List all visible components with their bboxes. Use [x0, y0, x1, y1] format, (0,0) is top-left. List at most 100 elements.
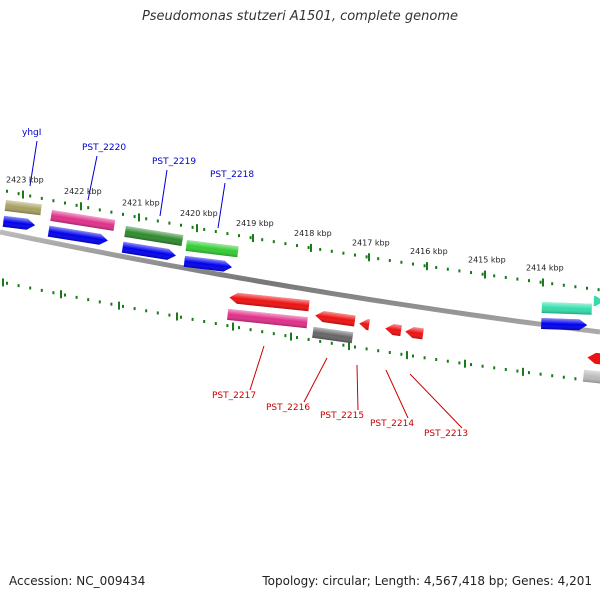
- minor-tick: [354, 253, 356, 257]
- upper-tick-row: [6, 189, 600, 292]
- kbp-tick-label: 2416 kbp: [410, 247, 448, 256]
- minor-tick: [249, 236, 252, 240]
- minor-tick: [330, 249, 333, 253]
- gene-label-reverse: PST_2217: [212, 391, 256, 401]
- minor-tick: [446, 359, 449, 363]
- minor-tick: [307, 338, 310, 342]
- minor-tick: [261, 238, 264, 242]
- gene-cds-shine: [183, 255, 233, 272]
- major-tick-lower: [348, 342, 350, 351]
- minor-tick: [40, 196, 43, 200]
- kbp-tick-label: 2419 kbp: [236, 219, 274, 228]
- minor-tick: [493, 274, 496, 278]
- minor-tick: [562, 283, 565, 287]
- minor-tick: [562, 375, 565, 379]
- gene-feature-shine: [227, 308, 308, 329]
- minor-tick: [180, 223, 182, 227]
- minor-tick: [17, 284, 20, 288]
- reverse-gene-2: [312, 311, 356, 344]
- gene-cds-shine: [229, 292, 310, 312]
- lower-tick-row: [6, 281, 600, 384]
- minor-tick: [539, 372, 542, 376]
- major-tick-upper: [542, 278, 544, 287]
- minor-tick: [238, 234, 240, 238]
- minor-tick: [110, 210, 113, 214]
- gene-label-reverse: PST_2213: [424, 429, 468, 439]
- minor-tick: [423, 264, 426, 268]
- minor-tick: [516, 369, 519, 373]
- minor-tick: [98, 208, 101, 212]
- minor-tick: [319, 247, 322, 251]
- minor-tick: [133, 215, 136, 219]
- map-title: Pseudomonas stutzeri A1501, complete gen…: [141, 9, 459, 24]
- gene-cds-shine: [359, 319, 370, 331]
- minor-tick: [122, 212, 124, 216]
- minor-tick: [296, 336, 298, 340]
- gene-leader-line: [303, 357, 328, 403]
- major-tick-upper: [484, 270, 486, 279]
- minor-tick: [528, 371, 530, 375]
- gene-cds-arrow: [587, 352, 600, 366]
- reverse-gene-edge: [582, 352, 600, 384]
- gene-feature-shine: [50, 210, 116, 231]
- minor-tick: [470, 363, 472, 367]
- minor-tick: [516, 277, 519, 281]
- minor-tick: [180, 315, 182, 319]
- minor-tick: [64, 201, 66, 205]
- gene-cds-shine: [47, 225, 108, 245]
- minor-tick: [354, 345, 356, 349]
- minor-tick: [319, 339, 322, 343]
- minor-tick: [203, 319, 206, 323]
- gene-label-reverse: PST_2214: [370, 419, 414, 429]
- minor-tick: [481, 272, 484, 276]
- minor-tick: [145, 217, 148, 221]
- gene-leader-line: [29, 140, 38, 187]
- kbp-tick-label: 2415 kbp: [468, 256, 506, 265]
- reverse-gene-1: [227, 292, 310, 329]
- gene-cds-shine: [541, 317, 588, 331]
- minor-tick: [551, 282, 554, 286]
- minor-tick: [145, 309, 148, 313]
- kbp-tick-label: 2417 kbp: [352, 238, 390, 247]
- minor-tick: [52, 199, 55, 203]
- gene-feature-shine: [582, 369, 600, 384]
- gene-label-forward: yhgI: [22, 128, 41, 138]
- forward-gene-2: [47, 210, 116, 245]
- minor-tick: [214, 230, 217, 234]
- minor-tick: [249, 328, 252, 332]
- minor-tick: [365, 255, 368, 259]
- gene-leader-line: [409, 373, 463, 429]
- gene-leader-line: [385, 369, 409, 419]
- minor-tick: [458, 269, 461, 273]
- gene-feature-shine: [4, 200, 42, 216]
- gene-leader-line: [356, 364, 359, 411]
- gene-cds-shine: [315, 311, 356, 327]
- gene-leader-line: [249, 345, 265, 391]
- major-tick-lower: [176, 312, 178, 321]
- kbp-tick-label: 2421 kbp: [122, 198, 160, 207]
- minor-tick: [481, 364, 484, 368]
- minor-tick: [504, 275, 507, 279]
- forward-gene-4: [183, 240, 239, 272]
- gene-cds-shine: [2, 215, 36, 230]
- minor-tick: [87, 298, 90, 302]
- gene-label-reverse: PST_2216: [266, 403, 310, 413]
- minor-tick: [122, 304, 124, 308]
- gene-leader-line: [87, 155, 98, 201]
- minor-tick: [307, 246, 310, 250]
- minor-tick: [412, 262, 414, 266]
- minor-tick: [493, 366, 496, 370]
- minor-tick: [203, 227, 206, 231]
- minor-tick: [110, 302, 113, 306]
- minor-tick: [6, 281, 8, 285]
- gene-cds-shine: [405, 327, 424, 340]
- gene-label-forward: PST_2220: [82, 143, 126, 153]
- minor-tick: [272, 240, 275, 244]
- minor-tick: [156, 311, 159, 315]
- minor-tick: [226, 232, 229, 236]
- minor-tick: [191, 225, 194, 229]
- minor-tick: [446, 267, 449, 271]
- gene-cds-shine: [385, 324, 402, 337]
- gene-leader-line: [159, 169, 168, 217]
